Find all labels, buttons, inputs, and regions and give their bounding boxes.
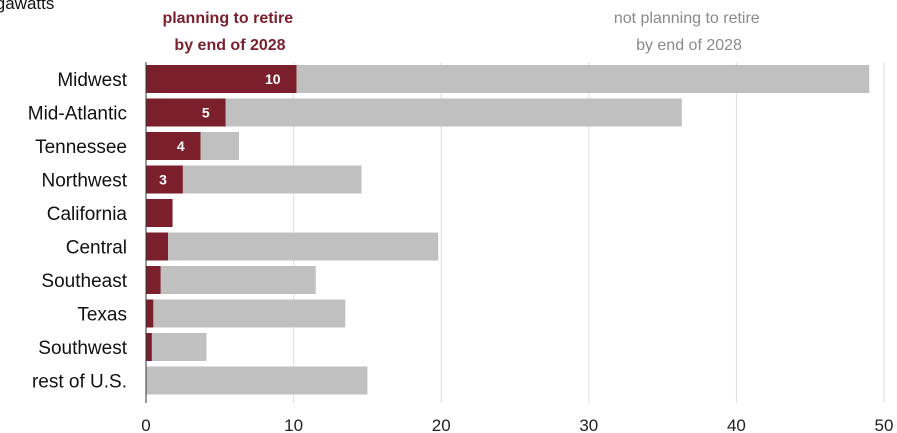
legend-planning-to-retire: planning to retire by end of 2028 xyxy=(162,10,297,54)
bar-california-series-0 xyxy=(146,199,173,227)
bar-central-series-1 xyxy=(168,232,439,261)
bar-midwest-series-1 xyxy=(296,65,870,93)
bar-southwest-series-0 xyxy=(146,333,152,361)
legend-not-planning-to-retire: not planning to retire by end of 2028 xyxy=(614,10,764,54)
bar-mid-atlantic-series-1 xyxy=(225,98,682,127)
category-label-california: California xyxy=(47,204,128,225)
category-label-northwest: Northwest xyxy=(41,171,127,192)
data-label-midwest: 10 xyxy=(265,71,281,87)
bar-southeast-series-1 xyxy=(160,266,316,294)
bar-northwest-series-0 xyxy=(146,165,183,194)
legend-not-planning-line-1: not planning to retire xyxy=(614,10,760,27)
bar-central-series-0 xyxy=(146,232,169,261)
category-label-texas: Texas xyxy=(77,305,127,326)
x-tick-label-40: 40 xyxy=(727,416,746,433)
category-label-mid-atlantic: Mid-Atlantic xyxy=(28,104,127,125)
x-tick-label-10: 10 xyxy=(284,416,303,433)
x-axis-tick-labels: 0 10 20 30 40 50 xyxy=(141,416,893,433)
x-tick-label-20: 20 xyxy=(432,416,451,433)
category-label-rest-of-u-s: rest of U.S. xyxy=(32,372,127,393)
bars: 10 5 4 3 xyxy=(146,65,870,395)
data-label-northwest: 3 xyxy=(159,172,167,188)
category-label-midwest: Midwest xyxy=(57,70,127,91)
bar-southeast-series-0 xyxy=(146,266,161,294)
data-label-mid-atlantic: 5 xyxy=(202,105,210,121)
bar-rest-of-u-s-series-1 xyxy=(146,366,368,395)
bar-tennessee-series-0 xyxy=(146,132,201,160)
category-label-southwest: Southwest xyxy=(38,338,127,359)
category-label-central: Central xyxy=(66,238,127,259)
legend-planning-line-1: planning to retire xyxy=(162,10,293,27)
bar-northwest-series-1 xyxy=(182,165,362,194)
bar-texas-series-1 xyxy=(153,299,346,328)
legend-planning-line-2: by end of 2028 xyxy=(174,37,285,54)
data-label-tennessee: 4 xyxy=(177,138,185,154)
bar-mid-atlantic-series-0 xyxy=(146,98,226,127)
x-tick-label-30: 30 xyxy=(579,416,598,433)
x-tick-label-50: 50 xyxy=(875,416,894,433)
category-label-southeast: Southeast xyxy=(41,271,127,292)
category-labels: Midwest Mid-Atlantic Tennessee Northwest Cal… xyxy=(28,70,128,393)
x-tick-label-0: 0 xyxy=(141,416,150,433)
bar-midwest-series-0 xyxy=(146,65,297,93)
legend-not-planning-line-2: by end of 2028 xyxy=(636,37,742,54)
bar-southwest-series-1 xyxy=(151,333,207,361)
category-label-tennessee: Tennessee xyxy=(35,137,127,158)
bar-texas-series-0 xyxy=(146,299,154,328)
bar-tennessee-series-1 xyxy=(200,132,239,160)
unit-label: igawatts xyxy=(0,0,54,13)
